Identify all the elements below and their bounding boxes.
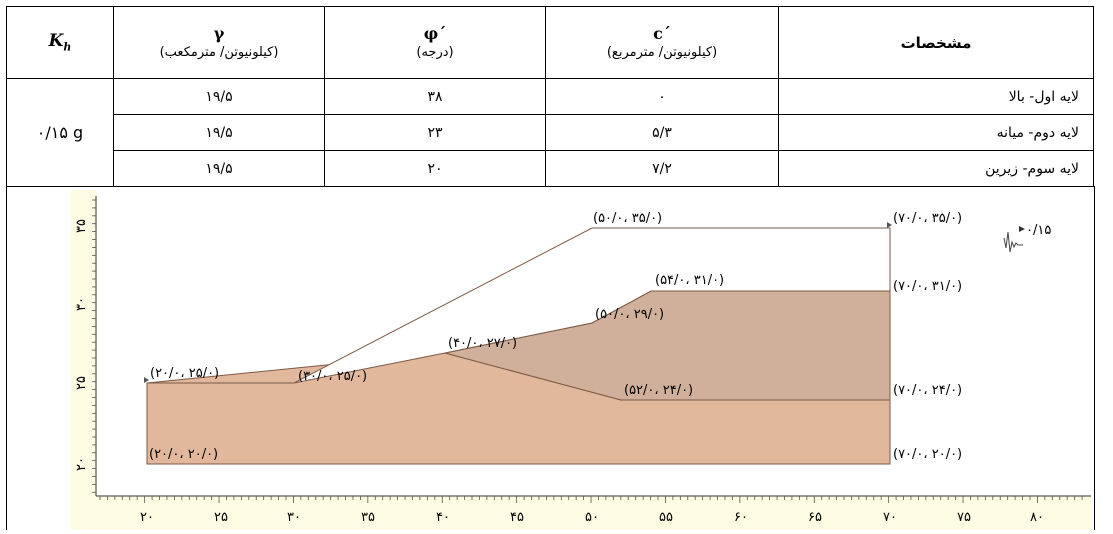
right-boundary-marker bbox=[887, 222, 892, 228]
y-axis-background bbox=[71, 190, 97, 496]
gamma-header: γ (کیلونیوتن/ مترمکعب) bbox=[113, 6, 325, 79]
table-row: ۱۹/۵ ۲۳ ۵/۳ لایه دوم- میانه bbox=[7, 114, 1094, 151]
slope-figure-panel: (۵۰/۰، ۳۵/۰) (۷۰/۰، ۳۵/۰) (۵۴/۰، ۳۱/۰) (… bbox=[6, 186, 1095, 530]
c-cell: ۷/۲ bbox=[545, 150, 779, 187]
kh-subscript: h bbox=[63, 40, 72, 54]
point-label: (۵۴/۰، ۳۱/۰) bbox=[655, 273, 724, 288]
kh-header: Kh bbox=[6, 6, 114, 79]
x-tick-label: ۴۵ bbox=[510, 510, 524, 525]
gamma-cell: ۱۹/۵ bbox=[113, 114, 325, 151]
x-tick-label: ۳۰ bbox=[287, 510, 301, 525]
phi-cell: ۲۳ bbox=[324, 114, 546, 151]
point-label: (۷۰/۰، ۲۴/۰) bbox=[893, 383, 962, 398]
point-label: (۷۰/۰، ۲۰/۰) bbox=[893, 447, 962, 462]
x-tick-label: ۶۵ bbox=[808, 510, 822, 525]
kh-value: ۰/۱۵ g bbox=[36, 123, 84, 142]
y-tick-label: ۳۰ bbox=[74, 297, 89, 311]
properties-label: مشخصات bbox=[900, 33, 972, 52]
x-tick-label: ۷۵ bbox=[957, 510, 971, 525]
top-layer bbox=[293, 227, 891, 384]
table-row: ۰/۱۵ g ۱۹/۵ ۳۸ ۰ لایه اول- بالا bbox=[6, 78, 1094, 187]
seismic-wave-icon bbox=[1003, 231, 1023, 253]
x-tick-label: ۸۰ bbox=[1030, 510, 1044, 525]
layer-name-cell: لایه اول- بالا bbox=[778, 78, 1094, 115]
seismic-label: ۰/۱۵ bbox=[1026, 223, 1051, 238]
x-axis-minor-ticks bbox=[99, 496, 1083, 503]
point-label: (۲۰/۰، ۲۰/۰) bbox=[149, 447, 218, 462]
gamma-cell: ۱۹/۵ bbox=[113, 150, 325, 187]
phi-header: φ´ (درجه) bbox=[324, 6, 546, 79]
kh-value-cell: ۰/۱۵ g bbox=[6, 78, 114, 187]
phi-cell: ۳۸ bbox=[324, 78, 546, 115]
phi-cell: ۲۰ bbox=[324, 150, 546, 187]
y-tick-label: ۲۵ bbox=[74, 376, 89, 390]
y-tick-label: ۳۵ bbox=[74, 219, 89, 233]
table-header-row: Kh γ (کیلونیوتن/ مترمکعب) φ´ (درجه) c´ (… bbox=[6, 6, 1094, 79]
c-symbol: c´ bbox=[653, 24, 671, 43]
x-tick-label: ۷۰ bbox=[883, 510, 897, 525]
point-label: (۷۰/۰، ۳۱/۰) bbox=[893, 279, 962, 294]
table-row: ۱۹/۵ ۲۰ ۷/۲ لایه سوم- زیرین bbox=[7, 150, 1094, 187]
point-label: (۲۰/۰، ۲۵/۰) bbox=[150, 366, 219, 381]
x-tick-label: ۲۵ bbox=[214, 510, 228, 525]
c-cell: ۰ bbox=[545, 78, 779, 115]
phi-unit: (درجه) bbox=[416, 45, 454, 60]
gamma-unit: (کیلونیوتن/ مترمکعب) bbox=[159, 45, 279, 60]
x-axis-background bbox=[71, 496, 1091, 530]
x-tick-label: ۶۰ bbox=[734, 510, 748, 525]
x-tick-label: ۲۰ bbox=[140, 510, 154, 525]
point-label: (۷۰/۰، ۳۵/۰) bbox=[893, 211, 962, 226]
point-label: (۳۰/۰، ۲۵/۰) bbox=[298, 369, 367, 384]
point-label: (۵۰/۰، ۲۹/۰) bbox=[595, 307, 664, 322]
point-label: (۴۰/۰، ۲۷/۰) bbox=[448, 336, 517, 351]
soil-properties-table: Kh γ (کیلونیوتن/ مترمکعب) φ´ (درجه) c´ (… bbox=[6, 6, 1094, 187]
left-boundary-marker bbox=[144, 377, 149, 383]
gamma-cell: ۱۹/۵ bbox=[113, 78, 325, 115]
x-tick-label: ۵۰ bbox=[585, 510, 599, 525]
layer-name-cell: لایه دوم- میانه bbox=[778, 114, 1094, 151]
x-tick-label: ۳۵ bbox=[361, 510, 375, 525]
c-header: c´ (کیلونیوتن/ مترمربع) bbox=[545, 6, 779, 79]
gamma-symbol: γ bbox=[213, 24, 225, 43]
properties-header: مشخصات bbox=[778, 6, 1094, 79]
c-cell: ۵/۳ bbox=[545, 114, 779, 151]
y-axis-minor-ticks bbox=[92, 199, 96, 493]
kh-symbol: K bbox=[48, 31, 64, 52]
phi-symbol: φ´ bbox=[423, 24, 447, 43]
c-unit: (کیلونیوتن/ مترمربع) bbox=[606, 45, 718, 60]
y-tick-label: ۲۰ bbox=[74, 457, 89, 471]
point-label: (۵۰/۰، ۳۵/۰) bbox=[593, 211, 662, 226]
x-tick-label: ۵۵ bbox=[659, 510, 673, 525]
seismic-arrow-icon bbox=[1019, 226, 1025, 232]
x-tick-label: ۴۰ bbox=[436, 510, 450, 525]
point-label: (۵۲/۰، ۲۴/۰) bbox=[624, 383, 693, 398]
slope-geometry-diagram: (۵۰/۰، ۳۵/۰) (۷۰/۰، ۳۵/۰) (۵۴/۰، ۳۱/۰) (… bbox=[71, 190, 1091, 530]
layer-name-cell: لایه سوم- زیرین bbox=[778, 150, 1094, 187]
